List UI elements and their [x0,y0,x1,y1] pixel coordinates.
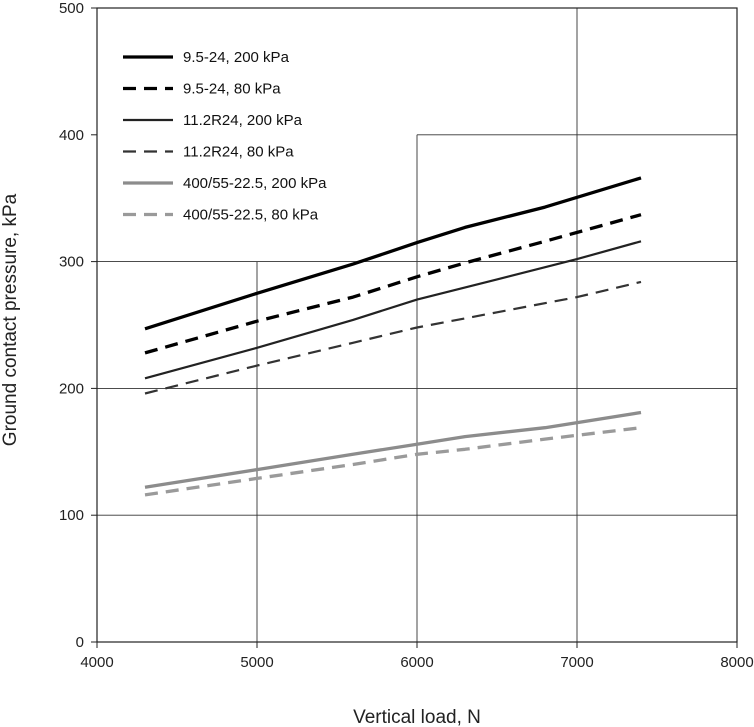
y-tick-label: 100 [59,507,84,524]
x-axis: 4000 5000 6000 7000 8000 [80,642,754,671]
series-line-2 [144,213,642,355]
x-axis-title: Vertical load, N [353,707,481,727]
y-axis-title: Ground contact pressure, kPa [0,193,21,446]
series-line-3 [144,240,642,380]
grid-lines [97,8,737,642]
y-tick-label: 400 [59,127,84,144]
legend-label-6: 400/55-22.5, 80 kPa [183,207,319,224]
legend-label-5: 400/55-22.5, 200 kPa [183,175,327,192]
y-tick-label: 300 [59,254,84,271]
y-tick-label: 200 [59,380,84,397]
x-tick-label: 8000 [720,654,753,671]
legend-label-2: 9.5-24, 80 kPa [183,81,281,98]
series-line-1 [144,176,642,331]
x-tick-label: 7000 [560,654,593,671]
y-tick-label: 0 [76,634,84,651]
series-line-6 [144,426,642,497]
legend-label-3: 11.2R24, 200 kPa [183,112,303,129]
series-line-5 [144,410,642,489]
y-axis: 0 100 200 300 400 500 [59,0,97,651]
x-tick-label: 6000 [400,654,433,671]
legend: 9.5-24, 200 kPa 9.5-24, 80 kPa 11.2R24, 20… [123,49,327,224]
y-tick-label: 500 [59,0,84,17]
legend-label-1: 9.5-24, 200 kPa [183,49,290,66]
x-tick-label: 5000 [240,654,273,671]
legend-label-4: 11.2R24, 80 kPa [183,144,294,161]
x-tick-label: 4000 [80,654,113,671]
series-line-4 [144,280,642,395]
series-layer [144,176,642,497]
